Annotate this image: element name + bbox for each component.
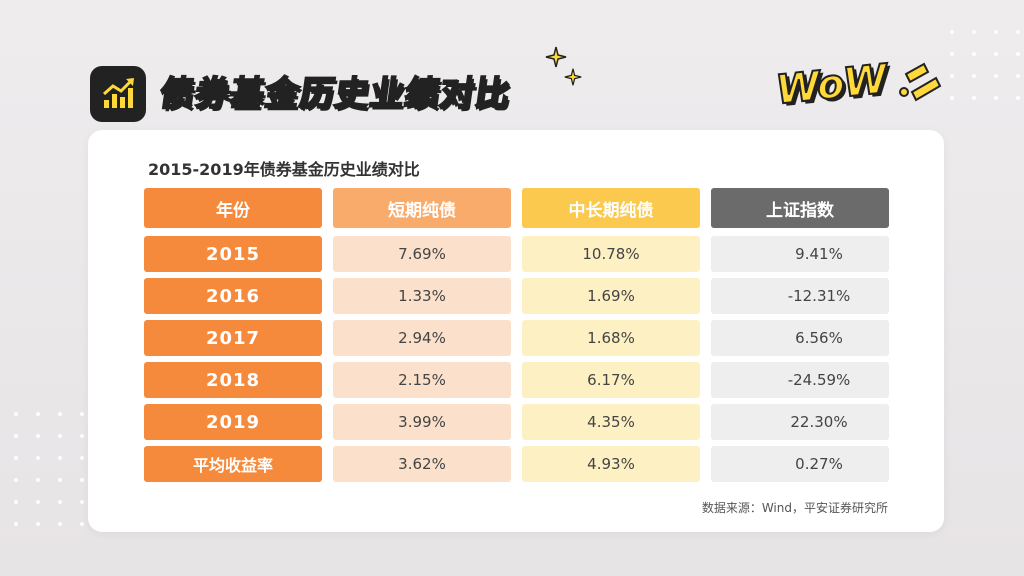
table-row: 2019 3.99% 4.35% 22.30% [144,404,889,440]
table-row: 2015 7.69% 10.78% 9.41% [144,236,889,272]
cell-index: -12.31% [711,278,889,314]
table-row: 2017 2.94% 1.68% 6.56% [144,320,889,356]
sparkle-icon [545,46,567,68]
table-row: 2016 1.33% 1.69% -12.31% [144,278,889,314]
header-mid-long-term: 中长期纯债 [522,188,700,228]
wow-sticker: WoW [773,55,890,114]
cell-mid: 1.69% [522,278,700,314]
cell-short: 1.33% [333,278,511,314]
cell-year: 2015 [144,236,322,272]
sparkle-icon [564,68,582,86]
decorative-dots-bottom-left [14,412,102,544]
cell-short: 3.99% [333,404,511,440]
header-index: 上证指数 [711,188,889,228]
cell-year: 2018 [144,362,322,398]
page-title: 债券基金历史业绩对比 [156,73,514,115]
table-row: 2018 2.15% 6.17% -24.59% [144,362,889,398]
header-short-term: 短期纯债 [333,188,511,228]
cell-average-label: 平均收益率 [144,446,322,482]
cell-mid: 6.17% [522,362,700,398]
cell-mid: 1.68% [522,320,700,356]
chart-trend-icon [90,66,146,122]
cell-year: 2016 [144,278,322,314]
data-source-note: 数据来源：Wind，平安证券研究所 [701,501,888,515]
cell-index: -24.59% [711,362,889,398]
cell-short: 3.62% [333,446,511,482]
cell-year: 2017 [144,320,322,356]
cell-index: 6.56% [711,320,889,356]
performance-table: 年份 短期纯债 中长期纯债 上证指数 2015 7.69% 10.78% 9.4… [144,188,889,488]
cell-short: 2.94% [333,320,511,356]
table-row-average: 平均收益率 3.62% 4.93% 0.27% [144,446,889,482]
cell-index: 9.41% [711,236,889,272]
cell-short: 2.15% [333,362,511,398]
content-card: 2015-2019年债券基金历史业绩对比 年份 短期纯债 中长期纯债 上证指数 … [88,130,944,532]
cell-index: 22.30% [711,404,889,440]
cell-mid: 4.93% [522,446,700,482]
header-year: 年份 [144,188,322,228]
exclamation-marks-icon [899,62,942,102]
table-title: 2015-2019年债券基金历史业绩对比 [148,160,420,179]
decorative-dots-top-right [950,30,1024,118]
cell-index: 0.27% [711,446,889,482]
cell-mid: 4.35% [522,404,700,440]
table-header-row: 年份 短期纯债 中长期纯债 上证指数 [144,188,889,228]
cell-short: 7.69% [333,236,511,272]
cell-mid: 10.78% [522,236,700,272]
cell-year: 2019 [144,404,322,440]
